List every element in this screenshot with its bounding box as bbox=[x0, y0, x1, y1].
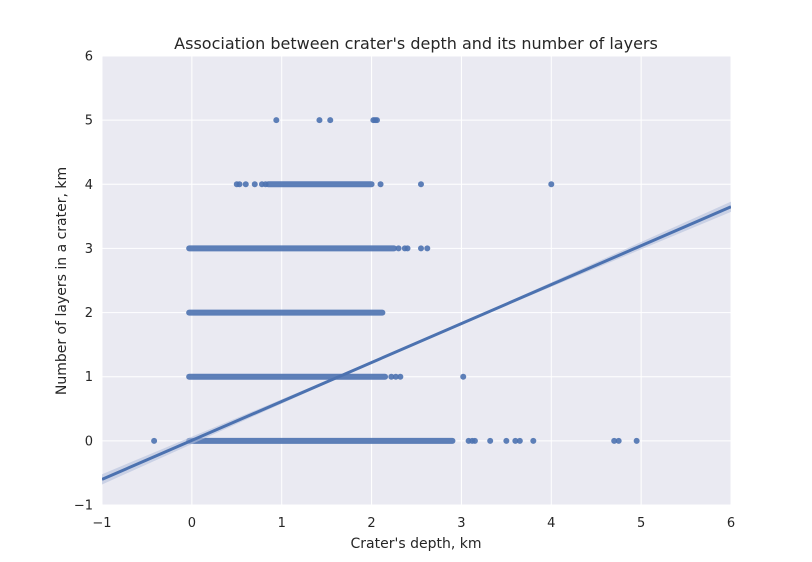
data-point bbox=[633, 437, 640, 444]
data-point bbox=[397, 373, 404, 380]
x-tick-label: 0 bbox=[188, 516, 196, 531]
x-tick-label: 6 bbox=[727, 516, 735, 531]
data-point bbox=[316, 117, 323, 124]
data-point bbox=[512, 437, 519, 444]
plot-area bbox=[102, 56, 731, 505]
data-point bbox=[417, 181, 424, 188]
x-tick-label: 5 bbox=[637, 516, 645, 531]
data-point bbox=[377, 181, 384, 188]
y-tick-label: 5 bbox=[85, 114, 93, 129]
data-point bbox=[273, 117, 280, 124]
y-tick-label: 2 bbox=[85, 306, 93, 321]
regression-line bbox=[102, 205, 731, 481]
data-point bbox=[424, 245, 431, 252]
data-point bbox=[487, 437, 494, 444]
x-tick-label: 3 bbox=[457, 516, 465, 531]
y-tick-label: 3 bbox=[85, 242, 93, 257]
x-tick-label: 2 bbox=[367, 516, 375, 531]
x-tick-label: 4 bbox=[547, 516, 555, 531]
data-point bbox=[548, 181, 555, 188]
data-point bbox=[611, 437, 618, 444]
data-point bbox=[615, 437, 622, 444]
data-point bbox=[392, 373, 399, 380]
x-tick-label: 1 bbox=[278, 516, 286, 531]
x-tick-label: −1 bbox=[92, 516, 111, 531]
data-point bbox=[151, 437, 158, 444]
y-tick-label: 4 bbox=[85, 178, 93, 193]
y-tick-label: 1 bbox=[85, 370, 93, 385]
y-tick-label: −1 bbox=[74, 499, 93, 514]
y-tick-label: 6 bbox=[85, 50, 93, 65]
data-point bbox=[251, 181, 258, 188]
chart-title: Association between crater's depth and i… bbox=[174, 34, 658, 53]
data-point bbox=[395, 245, 402, 252]
data-point bbox=[373, 117, 380, 124]
data-point bbox=[460, 373, 467, 380]
data-point bbox=[401, 245, 408, 252]
data-point bbox=[242, 181, 249, 188]
data-point bbox=[236, 181, 243, 188]
data-point bbox=[417, 245, 424, 252]
y-tick-label: 0 bbox=[85, 434, 93, 449]
data-point bbox=[388, 373, 395, 380]
data-point bbox=[465, 437, 472, 444]
y-axis-title: Number of layers in a crater, km bbox=[54, 167, 70, 395]
data-point bbox=[516, 437, 523, 444]
x-axis-title: Crater's depth, km bbox=[351, 536, 482, 552]
data-point bbox=[262, 181, 269, 188]
data-point bbox=[503, 437, 510, 444]
data-point bbox=[530, 437, 537, 444]
data-point bbox=[327, 117, 334, 124]
